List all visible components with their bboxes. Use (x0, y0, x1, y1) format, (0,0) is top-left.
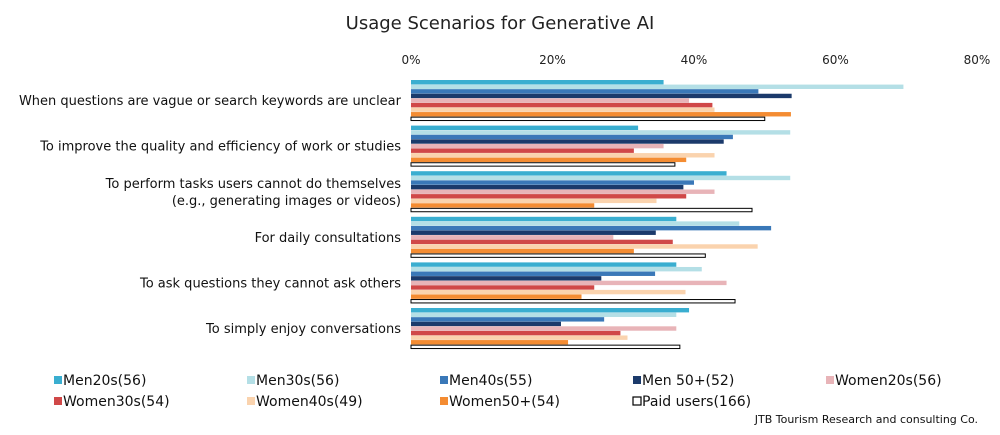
bar-men20s-56 (411, 171, 727, 176)
bar-women30s-54 (411, 239, 673, 245)
bar-paid-users-166 (410, 299, 736, 304)
bar-men-50-52 (411, 139, 724, 144)
bar-women30s-54 (411, 148, 634, 153)
legend: Men20s(56) Men30s(56) Men40s(55) Men 50+(52… (54, 373, 942, 410)
bar-women20s-56 (411, 143, 664, 149)
bar-men20s-56 (411, 262, 677, 267)
bar-women40s-49 (411, 107, 715, 112)
category-label: When questions are vague or search keywo… (19, 94, 402, 109)
bar-men20s-56 (411, 125, 639, 130)
x-tick-label: 60% (822, 53, 849, 67)
bar-women30s-54 (411, 285, 595, 290)
bar-paid-users-166 (410, 253, 706, 258)
legend-label: Men20s(56) (63, 373, 146, 389)
bar-men40s-55 (411, 271, 656, 276)
bar-paid-users-166 (410, 162, 676, 167)
bar-men40s-55 (411, 225, 772, 231)
bar-men20s-56 (411, 216, 677, 222)
bar-women30s-54 (411, 194, 687, 199)
bar-women20s-56 (411, 326, 677, 331)
legend-swatch-women40s-49 (247, 397, 255, 405)
bar-women20s-56 (411, 98, 690, 103)
bar-women50-54 (411, 157, 687, 163)
bar-women20s-56 (411, 189, 715, 194)
bar-women50-54 (411, 203, 595, 208)
category-labels: When questions are vague or search keywo… (19, 94, 402, 337)
bar-women50-54 (411, 294, 582, 299)
bar-men30s-56 (411, 266, 702, 272)
category-label: To simply enjoy conversations (205, 322, 401, 337)
x-tick-label: 80% (964, 53, 991, 67)
bar-men30s-56 (411, 84, 904, 89)
bar-men30s-56 (411, 130, 791, 135)
bar-women30s-54 (411, 102, 713, 108)
bar-men40s-55 (411, 89, 759, 94)
legend-swatch-men-50-52 (633, 376, 641, 384)
legend-label: Women40s(49) (256, 394, 363, 410)
bar-women40s-49 (411, 289, 686, 295)
bar-women40s-49 (411, 244, 758, 249)
legend-swatch-men30s-56 (247, 376, 255, 384)
bar-women40s-49 (411, 198, 657, 204)
bar-men20s-56 (411, 308, 690, 313)
bar-women50-54 (411, 340, 569, 345)
category-label: For daily consultations (255, 231, 402, 246)
legend-label: Men 50+(52) (642, 373, 734, 389)
legend-swatch-women50-54 (440, 397, 448, 405)
bar-men-50-52 (411, 184, 684, 190)
bar-men30s-56 (411, 312, 677, 317)
legend-swatch-men40s-55 (440, 376, 448, 384)
legend-label: Women30s(54) (63, 394, 170, 410)
category-label: To improve the quality and efficiency of… (39, 140, 401, 155)
bar-women20s-56 (411, 235, 614, 240)
legend-label: Women50+(54) (449, 394, 560, 410)
bar-men-50-52 (411, 230, 656, 235)
legend-label: Men30s(56) (256, 373, 339, 389)
bar-men40s-55 (411, 180, 694, 185)
legend-label: Men40s(55) (449, 373, 532, 389)
bar-men30s-56 (411, 175, 791, 181)
bar-men-50-52 (411, 276, 602, 281)
bar-women50-54 (411, 248, 634, 254)
bar-women20s-56 (411, 280, 727, 286)
x-tick-label: 40% (681, 53, 708, 67)
bar-women40s-49 (411, 335, 628, 340)
legend-label: Paid users(166) (642, 394, 751, 410)
source-note: JTB Tourism Research and consulting Co. (754, 413, 978, 426)
x-axis-ticks: 0% 20% 40% 60% 80% (401, 53, 990, 67)
bar-men-50-52 (411, 321, 561, 327)
bar-women50-54 (411, 112, 791, 117)
bar-paid-users-166 (410, 207, 753, 213)
x-tick-label: 20% (539, 53, 566, 67)
legend-label: Women20s(56) (835, 373, 942, 389)
bar-paid-users-166 (410, 344, 681, 350)
legend-swatch-women20s-56 (826, 376, 834, 384)
bar-women40s-49 (411, 153, 715, 158)
legend-swatch-paid-users-166 (632, 396, 642, 406)
bars (410, 80, 904, 350)
bar-men20s-56 (411, 80, 664, 85)
bar-paid-users-166 (410, 116, 766, 122)
category-label: To ask questions they cannot ask others (139, 277, 401, 292)
x-tick-label: 0% (401, 53, 420, 67)
chart-title: Usage Scenarios for Generative AI (345, 13, 655, 34)
legend-swatch-women30s-54 (54, 397, 62, 405)
bar-men40s-55 (411, 134, 733, 140)
legend-swatch-men20s-56 (54, 376, 62, 384)
category-label: (e.g., generating images or videos) (172, 194, 401, 209)
category-label: To perform tasks users cannot do themsel… (105, 177, 402, 192)
bar-men-50-52 (411, 93, 792, 99)
bar-men30s-56 (411, 221, 740, 226)
bar-women30s-54 (411, 330, 621, 336)
bar-men40s-55 (411, 317, 605, 322)
